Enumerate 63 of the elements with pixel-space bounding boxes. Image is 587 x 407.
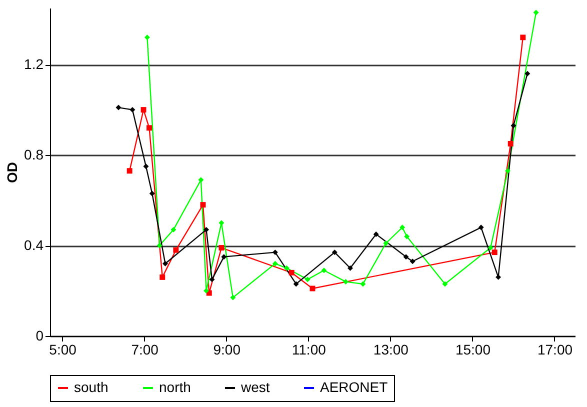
point bbox=[204, 288, 210, 294]
x-tick-label: 9:00 bbox=[213, 342, 241, 358]
point bbox=[140, 107, 146, 113]
legend-label: north bbox=[159, 379, 191, 395]
y-tick-label: 1.2 bbox=[24, 56, 44, 72]
point bbox=[144, 34, 150, 40]
y-tick-label: 0.8 bbox=[24, 146, 44, 163]
point bbox=[383, 240, 389, 246]
point bbox=[170, 226, 176, 232]
point bbox=[332, 250, 338, 256]
point bbox=[321, 268, 327, 274]
point bbox=[524, 70, 530, 76]
point bbox=[156, 242, 162, 248]
point bbox=[442, 281, 448, 287]
point bbox=[288, 270, 294, 276]
y-tick-label: 0 bbox=[36, 328, 44, 344]
x-tick-label: 13:00 bbox=[373, 342, 409, 358]
point bbox=[360, 281, 366, 287]
legend-label: AERONET bbox=[320, 379, 388, 395]
point bbox=[130, 107, 136, 113]
x-tick-label: 7:00 bbox=[131, 342, 159, 358]
point bbox=[404, 234, 410, 240]
point bbox=[126, 168, 132, 174]
point bbox=[162, 260, 168, 266]
point bbox=[272, 260, 278, 266]
point bbox=[342, 278, 348, 284]
point bbox=[478, 224, 484, 230]
point bbox=[209, 276, 215, 282]
y-tick-label: 0.4 bbox=[24, 237, 44, 254]
point bbox=[230, 294, 236, 300]
x-tick-label: 17:00 bbox=[537, 342, 573, 358]
point bbox=[218, 245, 224, 251]
point bbox=[293, 281, 299, 287]
point bbox=[347, 265, 353, 271]
point bbox=[533, 10, 539, 16]
point bbox=[304, 276, 310, 282]
point bbox=[160, 274, 166, 280]
point bbox=[149, 190, 155, 196]
point bbox=[508, 140, 514, 146]
point bbox=[143, 164, 149, 170]
y-axis-title: OD bbox=[4, 162, 20, 183]
x-tick-label: 11:00 bbox=[292, 342, 326, 358]
legend-label: west bbox=[240, 379, 270, 395]
point bbox=[284, 265, 290, 271]
x-tick-label: 15:00 bbox=[455, 342, 491, 358]
legend-label: south bbox=[74, 379, 108, 395]
point bbox=[403, 254, 409, 260]
point bbox=[204, 226, 210, 232]
x-tick-label: 5:00 bbox=[49, 342, 77, 358]
point bbox=[492, 250, 498, 256]
point bbox=[520, 34, 526, 40]
point bbox=[488, 245, 494, 251]
point bbox=[400, 224, 406, 230]
point bbox=[146, 125, 152, 131]
point bbox=[504, 168, 510, 174]
point bbox=[373, 231, 379, 237]
point bbox=[221, 254, 227, 260]
point bbox=[272, 250, 278, 256]
point bbox=[510, 122, 516, 128]
point bbox=[173, 247, 179, 253]
point bbox=[410, 258, 416, 264]
point bbox=[200, 202, 206, 208]
point bbox=[116, 104, 122, 110]
